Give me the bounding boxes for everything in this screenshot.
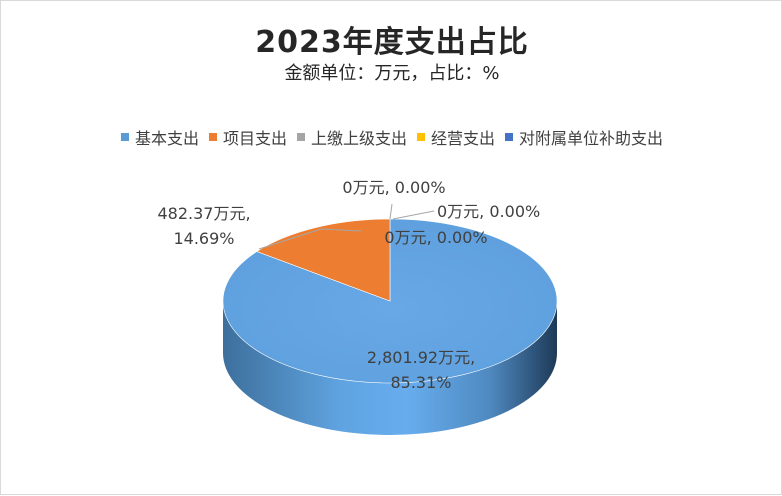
legend-item-1: 项目支出 [208, 125, 287, 149]
legend-swatch-0 [120, 133, 129, 141]
legend-label-1: 项目支出 [222, 129, 287, 148]
data-label-pct-1: 14.69% [173, 229, 234, 248]
pie-side-0 [223, 301, 557, 435]
data-label-pct-2: 0.00% [390, 178, 446, 197]
legend-item-3: 经营支出 [417, 125, 495, 149]
chart-subtitle: 金额单位：万元，占比：% [284, 63, 500, 84]
leader-line-3 [392, 210, 435, 220]
legend-swatch-1 [208, 133, 217, 141]
legend-label-2: 上缴上级支出 [310, 129, 407, 148]
data-label-value-4: 0万元, [384, 228, 431, 247]
legend-swatch-3 [417, 133, 425, 141]
data-label-2: 0万元, 0.00% [342, 178, 445, 197]
legend-label-3: 经营支出 [431, 129, 496, 148]
data-label-pct-0: 85.31% [390, 373, 451, 392]
legend-item-2: 上缴上级支出 [296, 125, 407, 149]
data-label-value-3: 0万元, [437, 202, 484, 221]
data-label-pct-4: 0.00% [432, 228, 488, 247]
legend-label-4: 对附属单位补助支出 [519, 129, 664, 148]
legend-label-0: 基本支出 [134, 129, 199, 148]
data-label-value-2: 0万元, [342, 178, 389, 197]
legend-item-0: 基本支出 [120, 125, 199, 149]
chart-legend: 基本支出 项目支出 上缴上级支出 经营支出 对附属单位补助支出 [1, 125, 782, 149]
legend-item-4: 对附属单位补助支出 [505, 125, 663, 149]
leader-line-2 [389, 203, 393, 220]
data-label-4: 0万元, 0.00% [384, 228, 487, 247]
data-label-value-1: 482.37万元, [157, 204, 250, 223]
chart-title: 2023年度支出占比 [255, 25, 529, 60]
data-label-pct-3: 0.00% [484, 202, 540, 221]
data-label-value-0: 2,801.92万元, [367, 348, 475, 367]
data-label-3: 0万元, 0.00% [437, 202, 540, 221]
legend-swatch-2 [296, 133, 305, 141]
leader-line-1 [258, 228, 362, 250]
legend-swatch-4 [505, 133, 514, 141]
